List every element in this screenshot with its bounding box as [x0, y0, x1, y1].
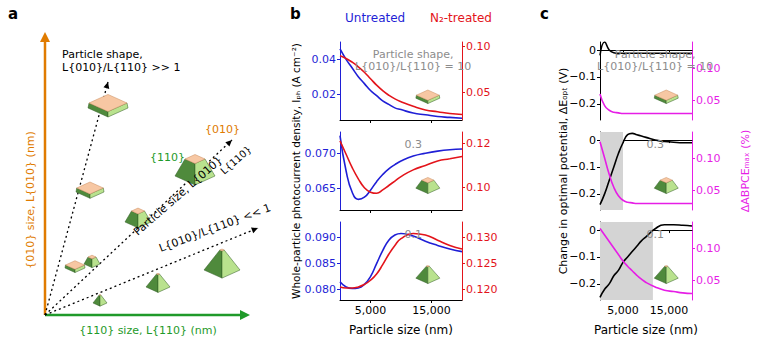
svg-text:15,000: 15,000: [650, 304, 689, 317]
svg-text:0.10: 0.10: [696, 152, 721, 165]
svg-text:0: 0: [589, 224, 596, 237]
svg-text:0: 0: [589, 44, 596, 57]
svg-text:15,000: 15,000: [412, 304, 451, 317]
svg-text:c: c: [540, 5, 549, 23]
svg-text:ΔABPCEₘₐₓ (%): ΔABPCEₘₐₓ (%): [739, 130, 752, 212]
svg-text:Untreated: Untreated: [345, 11, 405, 25]
svg-text:a: a: [8, 5, 18, 23]
svg-text:L{110}: L{110}: [218, 144, 253, 177]
svg-text:Particle shape,: Particle shape,: [372, 47, 454, 61]
svg-text:0.120: 0.120: [466, 283, 498, 296]
svg-text:0.090: 0.090: [305, 231, 337, 244]
svg-text:{110}: {110}: [150, 151, 185, 164]
svg-text:−0.2: −0.2: [569, 187, 596, 200]
svg-text:0.125: 0.125: [466, 257, 498, 270]
svg-text:0.065: 0.065: [305, 182, 337, 195]
svg-text:{010}: {010}: [205, 123, 240, 136]
svg-text:0.130: 0.130: [466, 231, 498, 244]
svg-text:0.085: 0.085: [305, 257, 337, 270]
svg-text:Particle shape,: Particle shape,: [614, 47, 696, 61]
svg-text:0.10: 0.10: [466, 40, 491, 53]
svg-text:{010} size, L{010} (nm): {010} size, L{010} (nm): [24, 131, 37, 269]
svg-text:0.12: 0.12: [466, 137, 491, 150]
svg-text:0.070: 0.070: [305, 147, 337, 160]
svg-text:L{010}/L{110} >> 1: L{010}/L{110} >> 1: [62, 61, 180, 74]
svg-text:Particle shape,: Particle shape,: [62, 48, 143, 61]
svg-text:0.05: 0.05: [696, 184, 721, 197]
svg-text:Particle size, L{010}: Particle size, L{010}: [131, 153, 225, 239]
svg-text:Whole-particle photocurrent de: Whole-particle photocurrent density, Iₚₕ…: [290, 43, 302, 299]
svg-text:0.10: 0.10: [696, 242, 721, 255]
svg-text:0.3: 0.3: [646, 138, 664, 151]
svg-text:L{010}/L{110} = 10: L{010}/L{110} = 10: [355, 60, 471, 73]
svg-text:0.10: 0.10: [466, 181, 491, 194]
svg-text:0.3: 0.3: [404, 138, 422, 151]
svg-text:0.02: 0.02: [312, 88, 337, 101]
svg-text:5,000: 5,000: [607, 304, 639, 317]
svg-text:0.1: 0.1: [404, 228, 422, 241]
svg-text:−0.1: −0.1: [569, 70, 596, 83]
svg-text:L{010}/L{110} << 1: L{010}/L{110} << 1: [157, 201, 272, 255]
svg-text:−0.1: −0.1: [569, 160, 596, 173]
svg-text:b: b: [290, 5, 301, 23]
svg-text:5,000: 5,000: [355, 304, 387, 317]
svg-text:L{010}/L{110} = 10: L{010}/L{110} = 10: [597, 60, 713, 73]
svg-text:0: 0: [589, 134, 596, 147]
svg-text:N₂-treated: N₂-treated: [430, 11, 492, 25]
svg-text:Particle size (nm): Particle size (nm): [349, 323, 453, 337]
svg-text:0.05: 0.05: [696, 274, 721, 287]
svg-text:Change in optimal potential, Δ: Change in optimal potential, ΔEₒₚₜ (V): [557, 68, 570, 275]
svg-text:0.080: 0.080: [305, 283, 337, 296]
svg-text:0.05: 0.05: [466, 86, 491, 99]
svg-text:Particle size (nm): Particle size (nm): [594, 323, 698, 337]
svg-text:0.04: 0.04: [312, 53, 337, 66]
svg-text:0.05: 0.05: [696, 94, 721, 107]
svg-text:−0.1: −0.1: [569, 250, 596, 263]
svg-text:−0.2: −0.2: [569, 277, 596, 290]
svg-text:−0.2: −0.2: [569, 97, 596, 110]
svg-text:0.1: 0.1: [646, 228, 664, 241]
svg-text:{110} size, L{110} (nm): {110} size, L{110} (nm): [79, 324, 217, 337]
